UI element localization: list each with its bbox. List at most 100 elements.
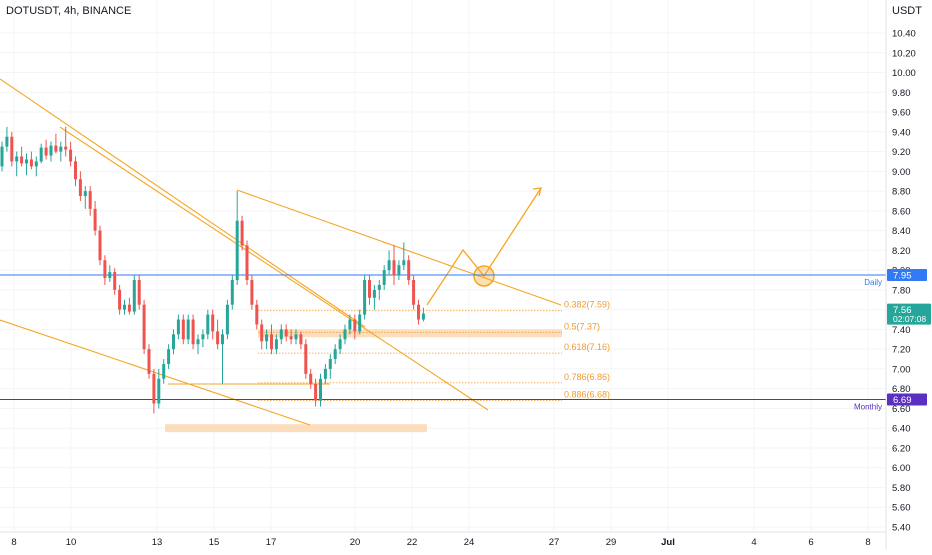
candle bbox=[44, 139, 48, 160]
candle-body bbox=[274, 339, 278, 350]
fib-levels: 0.382(7.59) 0.5(7.37) 0.618(7.16) 0.786(6.8… bbox=[258, 300, 610, 402]
price-tick-label: 6.00 bbox=[892, 463, 911, 474]
candle-body bbox=[172, 334, 175, 350]
candle bbox=[235, 191, 239, 285]
candle-body bbox=[103, 260, 107, 279]
candle bbox=[64, 126, 68, 157]
candle bbox=[387, 250, 391, 276]
candle bbox=[343, 324, 347, 345]
candle-body bbox=[245, 245, 249, 280]
time-tick-label: 8 bbox=[865, 537, 870, 548]
price-tick-label: 8.80 bbox=[892, 187, 911, 198]
candle bbox=[103, 255, 107, 285]
fib-label: 0.5(7.37) bbox=[564, 321, 600, 331]
candle-body bbox=[25, 159, 28, 164]
candle-body bbox=[304, 344, 308, 374]
candle-body bbox=[235, 220, 239, 280]
candle bbox=[412, 275, 416, 310]
candle-body bbox=[191, 319, 195, 345]
horizontal-levels: Daily Monthly bbox=[0, 274, 886, 412]
candle-body bbox=[338, 339, 342, 350]
price-tick-label: 8.60 bbox=[892, 206, 911, 217]
candle-body bbox=[34, 161, 38, 167]
time-tick-label: 17 bbox=[266, 537, 277, 548]
trendline bbox=[0, 78, 366, 328]
currency-label: USDT bbox=[892, 5, 922, 17]
candle-body bbox=[225, 304, 229, 335]
candle-body bbox=[98, 230, 102, 261]
candle bbox=[123, 299, 126, 315]
candle bbox=[221, 329, 224, 384]
grid bbox=[0, 0, 886, 532]
candle-body bbox=[206, 314, 210, 335]
candle bbox=[93, 200, 97, 236]
price-tick-label: 6.20 bbox=[892, 443, 911, 454]
price-tick-label: 7.80 bbox=[892, 285, 911, 296]
candle-body bbox=[397, 265, 401, 276]
candle bbox=[284, 324, 288, 342]
candle bbox=[162, 359, 166, 384]
time-tick-label: Jul bbox=[661, 537, 675, 548]
candle bbox=[338, 334, 342, 355]
candle bbox=[20, 146, 24, 167]
candle bbox=[407, 255, 411, 285]
candle-body bbox=[15, 156, 19, 162]
candle-body bbox=[289, 336, 293, 340]
candle-body bbox=[54, 145, 58, 152]
candle-body bbox=[250, 280, 254, 305]
time-tick-label: 20 bbox=[350, 537, 361, 548]
candle-body bbox=[88, 191, 92, 209]
candle-body bbox=[142, 304, 146, 350]
candle-body bbox=[314, 383, 318, 401]
candle-body bbox=[113, 272, 117, 290]
bar-countdown-text: 02:07:08 bbox=[893, 314, 926, 324]
candle bbox=[368, 275, 371, 305]
candle-body bbox=[59, 146, 63, 152]
candle bbox=[147, 344, 151, 379]
candle bbox=[15, 151, 19, 177]
candle-body bbox=[309, 373, 313, 384]
candle-body bbox=[69, 149, 73, 162]
candle-body bbox=[402, 260, 406, 266]
price-tick-label: 10.00 bbox=[892, 68, 916, 79]
candle bbox=[211, 309, 215, 340]
candle bbox=[172, 329, 175, 355]
time-tick-label: 22 bbox=[407, 537, 418, 548]
price-tick-label: 8.20 bbox=[892, 246, 911, 257]
price-tick-label: 9.20 bbox=[892, 147, 911, 158]
candle-body bbox=[343, 329, 347, 340]
candle-body bbox=[417, 304, 420, 320]
candle bbox=[309, 368, 313, 389]
candle-body bbox=[216, 331, 220, 345]
candle bbox=[255, 299, 259, 330]
time-tick-label: 4 bbox=[751, 537, 756, 548]
candle-body bbox=[363, 280, 367, 315]
candle bbox=[250, 275, 254, 310]
candle bbox=[304, 339, 308, 379]
candle bbox=[265, 329, 269, 350]
time-tick-label: 27 bbox=[549, 537, 560, 548]
candle-body bbox=[221, 334, 224, 345]
candle bbox=[10, 131, 14, 167]
candle bbox=[157, 368, 161, 409]
candle-body bbox=[147, 349, 151, 374]
fib-label: 0.786(6.86) bbox=[564, 372, 610, 382]
candle-body bbox=[279, 329, 283, 340]
candle bbox=[98, 225, 102, 266]
price-tick-label: 6.40 bbox=[892, 424, 911, 435]
candle bbox=[319, 373, 322, 407]
candle-body bbox=[157, 378, 161, 404]
candle bbox=[49, 141, 53, 162]
candle-body bbox=[108, 272, 112, 279]
target-circle bbox=[473, 265, 495, 287]
candle bbox=[152, 368, 156, 414]
candle bbox=[289, 329, 293, 345]
candle-body bbox=[162, 363, 166, 379]
trendline bbox=[59, 126, 489, 411]
projection-path bbox=[426, 187, 542, 306]
candle bbox=[29, 151, 33, 170]
candle bbox=[274, 334, 278, 355]
candle-body bbox=[127, 304, 131, 312]
